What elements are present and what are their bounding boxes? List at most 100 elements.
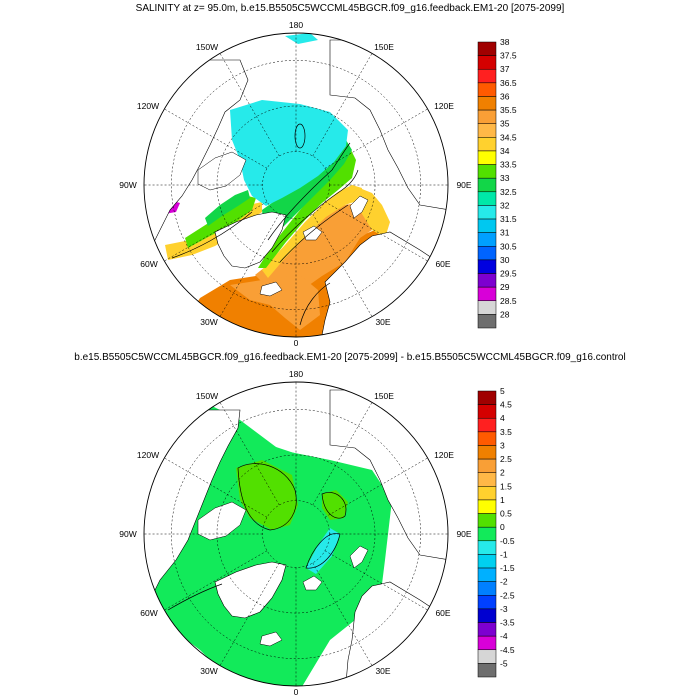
colorbar-swatch <box>477 458 497 473</box>
colorbar-swatch <box>477 300 497 315</box>
land-novaya-zemlya-2 <box>349 545 369 569</box>
field-atlantic-lightorange <box>230 275 320 330</box>
colorbar-swatch <box>477 663 497 678</box>
land-iceland <box>259 281 283 297</box>
land-europe-2 <box>344 581 448 686</box>
colorbar-swatch <box>477 96 497 111</box>
colorbar-label: 31 <box>500 228 510 238</box>
colorbar-label: -4 <box>500 631 508 641</box>
colorbar-label: 30.5 <box>500 241 517 251</box>
colorbar-swatch <box>477 164 497 179</box>
colorbar-swatch <box>477 526 497 542</box>
lon-label-150e: 150E <box>374 42 394 52</box>
colorbar-swatch <box>477 540 497 555</box>
colorbar-label: 34 <box>500 146 510 156</box>
colorbar-label: 36 <box>500 91 510 101</box>
panel-2-colorbar: 5 4.5 4 3.5 3 2.5 2 1.5 1 0.5 0 -0.5 -1 -1.5 -2 -2.5 -3 -… <box>477 386 515 678</box>
colorbar-label: 30 <box>500 255 510 265</box>
lon-label-120w-2: 120W <box>137 450 159 460</box>
land-svalbard <box>302 225 323 241</box>
colorbar-label: -3 <box>500 604 508 614</box>
colorbar-label: 4 <box>500 413 505 423</box>
colorbar-swatch <box>477 68 497 84</box>
lon-label-120e: 120E <box>434 101 454 111</box>
colorbar-swatch <box>477 608 497 623</box>
lon-label-30e-2: 30E <box>375 666 390 676</box>
field-cyan-core <box>250 118 330 162</box>
colorbar-swatch <box>477 513 497 528</box>
colorbar-label: 37.5 <box>500 51 517 61</box>
colorbar-label: 29 <box>500 282 510 292</box>
panel-1-colorbar: 38 37.5 37 36.5 36 35.5 35 34.5 34 33.5 33 32.5 32 31… <box>477 37 517 329</box>
field-diff-positive-west <box>236 460 298 530</box>
colorbar-swatch <box>477 499 497 514</box>
land-north-america <box>144 59 249 261</box>
colorbar-swatch <box>477 123 497 138</box>
colorbar-swatch <box>477 55 497 70</box>
colorbar-swatch <box>477 259 497 274</box>
colorbar-swatch <box>477 218 497 233</box>
panel-2-difference: b.e15.B5505C5WCCML45BGCR.f09_g16.feedbac… <box>74 352 625 697</box>
colorbar-swatch <box>477 82 497 97</box>
colorbar-swatch <box>477 567 497 582</box>
panel-1-title: SALINITY at z= 95.0m, b.e15.B5505C5WCCML… <box>136 3 565 14</box>
colorbar-swatch <box>477 286 497 302</box>
latitude-circle <box>171 409 421 659</box>
lon-label-120w: 120W <box>137 101 159 111</box>
panel-2-title: b.e15.B5505C5WCCML45BGCR.f09_g16.feedbac… <box>74 352 625 363</box>
land-greenland-2 <box>214 561 287 619</box>
colorbar-label: 2 <box>500 468 505 478</box>
latitude-circle <box>262 500 330 568</box>
colorbar-swatch <box>477 41 497 56</box>
field-cyan-patch-north <box>285 33 318 44</box>
colorbar-label: 2.5 <box>500 454 512 464</box>
latitude-circle <box>216 105 376 265</box>
panel-2-map <box>144 389 448 686</box>
colorbar-swatch <box>477 205 497 220</box>
field-diff-negative <box>306 528 340 574</box>
colorbar-label: 28.5 <box>500 296 517 306</box>
colorbar-label: 1 <box>500 495 505 505</box>
colorbar-swatch <box>477 431 497 446</box>
land-archipelago <box>197 151 247 191</box>
panel-1-lon-labels: 180 150W 150E 120W 120E 90W 90E 60W 60E … <box>119 20 472 348</box>
colorbar-label: -1 <box>500 549 508 559</box>
lon-label-90e: 90E <box>456 180 471 190</box>
field-norwegian-lightorange <box>255 202 378 290</box>
contour-lines <box>171 123 359 326</box>
colorbar-swatch <box>477 390 497 405</box>
lon-label-30w-2: 30W <box>200 666 217 676</box>
lon-label-150w-2: 150W <box>196 391 218 401</box>
lon-label-120e-2: 120E <box>434 450 454 460</box>
colorbar-label: 33 <box>500 173 510 183</box>
lon-label-90w: 90W <box>119 180 136 190</box>
latitude-circle <box>262 151 330 219</box>
panel-2-graticule <box>144 382 448 686</box>
colorbar-swatch <box>477 273 497 288</box>
lon-label-30w: 30W <box>200 317 217 327</box>
lon-label-150e-2: 150E <box>374 391 394 401</box>
lon-label-150w: 150W <box>196 42 218 52</box>
colorbar-swatch <box>477 445 497 460</box>
colorbar-label: -4.5 <box>500 645 515 655</box>
land-archipelago-2 <box>197 501 247 541</box>
colorbar-swatch <box>477 595 497 610</box>
colorbar-label: 5 <box>500 386 505 396</box>
panel-1-salinity: SALINITY at z= 95.0m, b.e15.B5505C5WCCML… <box>119 3 564 348</box>
colorbar-swatch <box>477 635 497 651</box>
colorbar-label: 3 <box>500 440 505 450</box>
colorbar-label: 34.5 <box>500 132 517 142</box>
colorbar-label: 33.5 <box>500 160 517 170</box>
colorbar-label: 4.5 <box>500 400 512 410</box>
colorbar-label: 37 <box>500 64 510 74</box>
land-iceland-2 <box>259 631 283 647</box>
colorbar-swatch <box>477 232 497 247</box>
lon-label-0: 0 <box>294 338 299 348</box>
colorbar-label: 32.5 <box>500 187 517 197</box>
colorbar-label: 0.5 <box>500 509 512 519</box>
lon-label-60w: 60W <box>140 259 157 269</box>
panel-1-graticule <box>144 33 448 337</box>
field-canadian-green <box>185 195 256 248</box>
colorbar-swatch <box>477 246 497 261</box>
colorbar-swatch <box>477 137 497 152</box>
